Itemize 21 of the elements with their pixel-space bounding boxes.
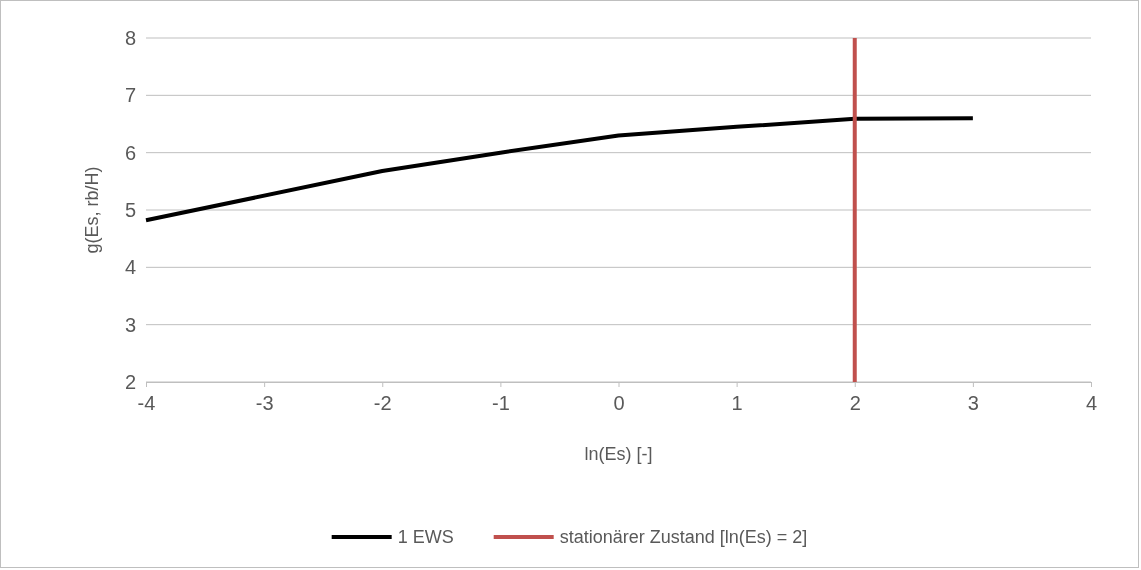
x-tick-label: 0 xyxy=(613,392,625,414)
x-tick-label: -2 xyxy=(373,392,392,414)
x-tick-label: -4 xyxy=(137,392,156,414)
y-tick-label: 7 xyxy=(124,84,136,107)
x-tick-label: -3 xyxy=(255,392,274,414)
x-tick-label: 1 xyxy=(731,392,743,414)
x-tick-label: 2 xyxy=(849,392,861,414)
x-tick-label: 4 xyxy=(1085,392,1098,414)
y-tick-label: 8 xyxy=(124,26,136,49)
y-tick-label: 6 xyxy=(124,141,136,164)
y-tick-label: 2 xyxy=(124,370,136,393)
x-axis-title: ln(Es) [-] xyxy=(584,444,653,464)
y-axis-title: g(Es, rb/H) xyxy=(82,166,102,254)
y-tick-label: 5 xyxy=(124,198,136,221)
y-tick-label: 4 xyxy=(124,256,136,279)
x-tick-label: -1 xyxy=(491,392,510,414)
y-tick-label: 3 xyxy=(124,313,136,336)
legend-label: stationärer Zustand [ln(Es) = 2] xyxy=(559,527,808,548)
line-series xyxy=(144,116,975,223)
x-tick-label: 3 xyxy=(967,392,979,414)
legend-label: 1 EWS xyxy=(397,527,454,548)
